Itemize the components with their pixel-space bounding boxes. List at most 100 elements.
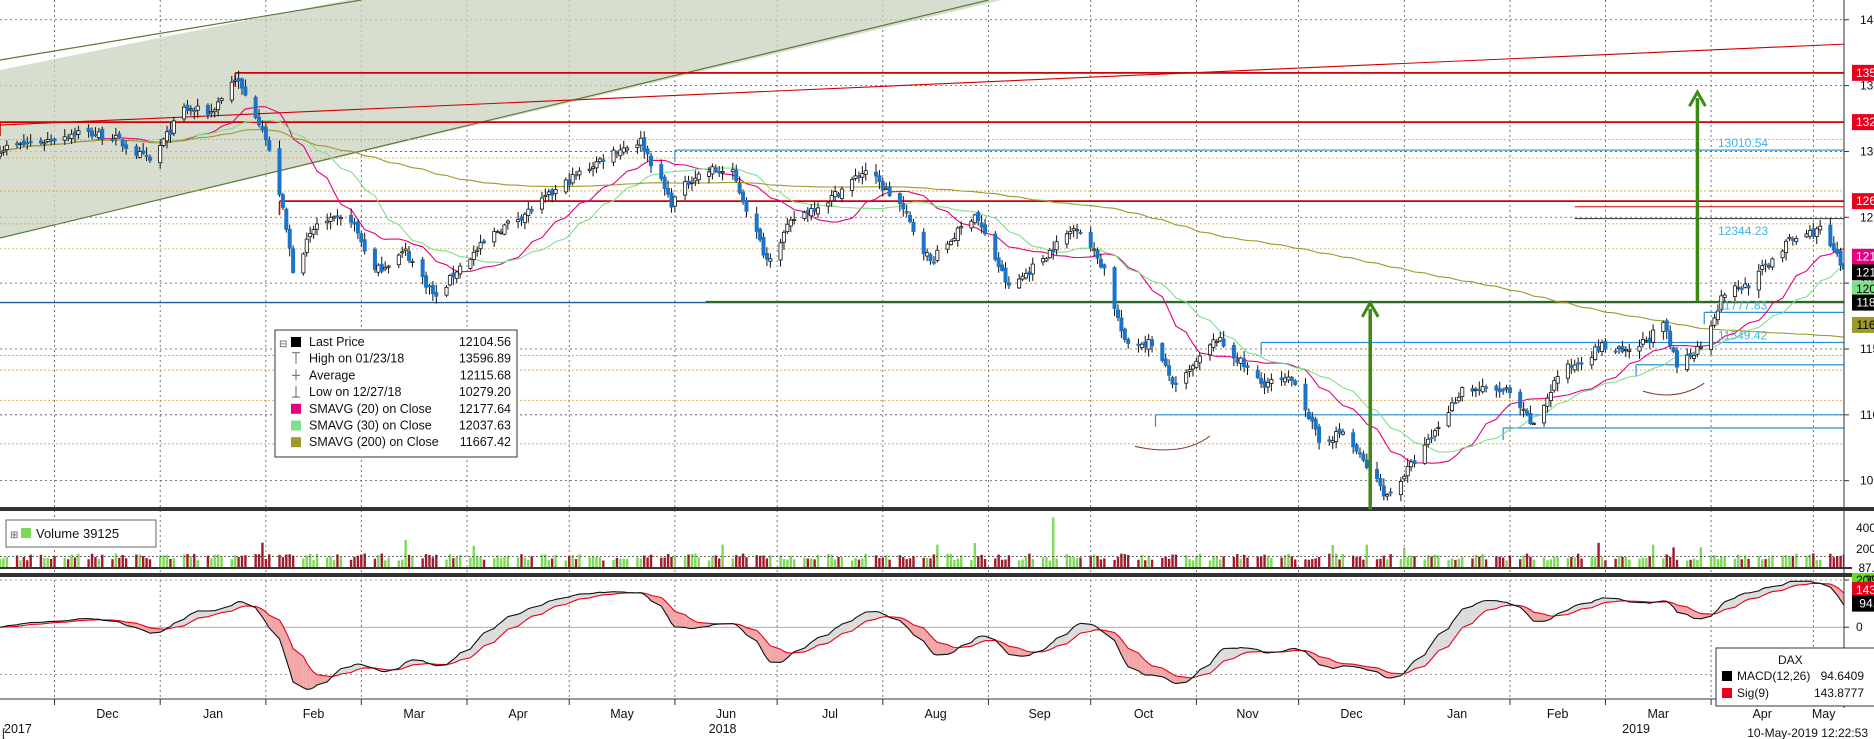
legend-row: Average 12115.68 [292, 368, 511, 382]
volume-bar [1219, 559, 1222, 567]
macd-fill [409, 659, 413, 667]
candle [1593, 343, 1598, 361]
candle [192, 107, 197, 120]
candle [182, 103, 187, 122]
candle [1211, 333, 1216, 352]
price-ytick-label: 12500 [1860, 210, 1874, 224]
macd-fill [1475, 602, 1480, 620]
svg-text:12177.64: 12177.64 [1856, 250, 1874, 264]
candle [212, 107, 217, 118]
volume-bar [956, 558, 959, 567]
volume-bar [1525, 553, 1529, 567]
candle [839, 186, 844, 203]
volume-bar [850, 560, 854, 567]
volume-bar [745, 557, 748, 567]
volume-bar [765, 558, 769, 567]
macd-fill [1687, 606, 1691, 617]
candle [1545, 393, 1550, 413]
volume-bar [619, 558, 622, 567]
candle [1450, 396, 1455, 412]
macd-fill [1315, 654, 1320, 665]
macd-fill [279, 620, 283, 649]
volume-bar [547, 559, 550, 567]
xtick-label: Apr [508, 707, 527, 721]
macd-fill [572, 594, 577, 602]
candle [1027, 266, 1032, 282]
candle [1357, 447, 1362, 459]
macd-fill [405, 661, 410, 668]
candle [1190, 363, 1195, 377]
macd-fill [149, 628, 161, 634]
macd-fill [1056, 634, 1067, 647]
macd-legend-title: DAX [1778, 653, 1803, 667]
candle [1259, 372, 1264, 389]
macd-fill [541, 603, 546, 615]
volume-bar [1280, 557, 1283, 567]
candle [1507, 384, 1512, 399]
candle [205, 103, 210, 120]
volume-bar [878, 558, 881, 567]
volume-bar [1546, 560, 1549, 567]
candle [1804, 229, 1809, 238]
volume-bar [717, 558, 721, 567]
macd-fill [1220, 648, 1224, 665]
volume-bar [1767, 557, 1771, 567]
candle [1542, 404, 1547, 427]
candle [1531, 421, 1536, 425]
macd-fill [1117, 635, 1122, 655]
svg-text:143.8777: 143.8777 [1856, 583, 1874, 597]
candle [1064, 230, 1069, 249]
macd-legend-value: 94.6409 [1821, 669, 1865, 683]
legend-swatch [291, 403, 301, 414]
volume-bar [1737, 554, 1740, 567]
candle [526, 201, 531, 223]
volume-bar [516, 557, 520, 567]
macd-fill [265, 612, 270, 629]
volume-bar [305, 555, 308, 567]
candle [1340, 428, 1345, 436]
volume-bar [711, 556, 714, 567]
volume-bar [622, 558, 625, 567]
svg-text:39125: 39125 [1865, 575, 1874, 587]
candle [649, 152, 654, 174]
volume-bar [1399, 559, 1403, 567]
volume-bar [1004, 559, 1007, 567]
volume-bar [885, 555, 888, 567]
macd-fill [1152, 665, 1163, 677]
legend-row: High on 01/23/18 13596.89 [292, 352, 511, 366]
volume-bar [315, 553, 319, 567]
macd-fill [1424, 649, 1429, 667]
candle [1548, 384, 1553, 408]
macd-fill [651, 595, 662, 607]
candle [686, 175, 691, 189]
volume-bar [1307, 559, 1311, 567]
volume-bar [864, 553, 867, 567]
candle [601, 154, 606, 169]
macd-fill [507, 614, 519, 630]
macd-fill [674, 611, 686, 628]
candle [1569, 358, 1574, 374]
level-label-0: 13010.54 [1718, 136, 1768, 150]
candle [328, 212, 333, 230]
volume-bar [1624, 556, 1628, 567]
xtick-label: May [610, 707, 634, 721]
volume-bar [1696, 559, 1699, 567]
macd-fill [354, 664, 358, 671]
candle [553, 185, 558, 201]
macd-fill [1448, 622, 1453, 647]
candle [468, 257, 473, 271]
volume-bar [1450, 558, 1454, 567]
volume-bar [169, 558, 172, 567]
volume-bar [380, 553, 383, 567]
candle [1412, 454, 1417, 468]
macd-fill [1025, 650, 1030, 656]
volume-bar [1290, 556, 1294, 567]
candle [1637, 339, 1642, 359]
volume-bar [1716, 559, 1720, 567]
svg-text:11852.17: 11852.17 [1856, 296, 1874, 310]
volume-bar [1236, 554, 1239, 567]
volume-bar [73, 557, 77, 567]
candle [618, 144, 623, 160]
candle [928, 252, 933, 265]
